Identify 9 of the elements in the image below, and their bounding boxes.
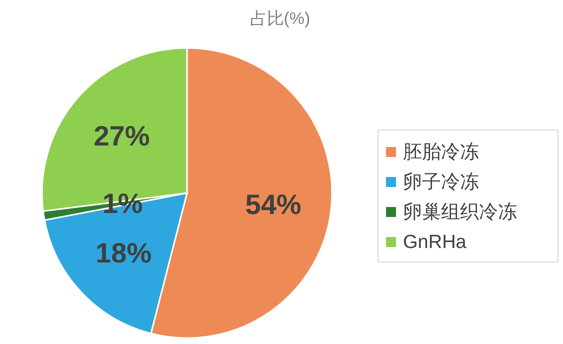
- legend-label: GnRHa: [403, 232, 467, 253]
- legend-label: 卵子冷冻: [403, 172, 479, 193]
- legend-label: 胚胎冷冻: [403, 142, 479, 163]
- data-label: 18%: [96, 238, 152, 269]
- data-label: 27%: [94, 120, 150, 152]
- data-label: 54%: [245, 188, 302, 220]
- legend-label: 卵巢组织冷冻: [403, 202, 517, 223]
- data-label: 1%: [102, 188, 143, 220]
- chart-title: 占比(%): [250, 9, 310, 28]
